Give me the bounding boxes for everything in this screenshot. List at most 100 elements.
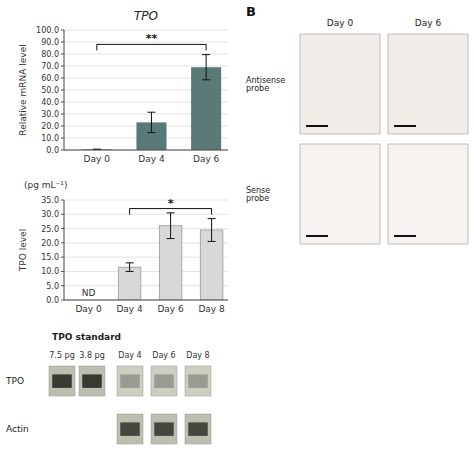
grid-line [64, 300, 228, 301]
y-tick-label: 25.0 [41, 225, 59, 234]
bar [118, 267, 141, 300]
y-tick-label: 0.0 [46, 296, 59, 305]
image-column-label: Day 0 [327, 18, 354, 28]
lane-label: Day 8 [186, 351, 209, 360]
blot-title: TPO standard [52, 332, 121, 342]
lane-label: 7.5 pg [49, 351, 74, 360]
panel-b: B Day 0 Day 6 Antisenseprobe Senseprobe [246, 4, 468, 244]
image-row-label: Antisenseprobe [246, 76, 285, 94]
bar-chart-0: TPO0.010.020.030.040.050.060.070.080.090… [18, 9, 228, 164]
blot-lane [151, 366, 177, 396]
error-cap [208, 241, 216, 242]
y-axis [64, 30, 65, 150]
x-tick-label: Day 0 [75, 304, 102, 314]
y-tick-label: 20.0 [41, 122, 59, 131]
lane-label: 3.8 pg [79, 351, 104, 360]
blot-lane [117, 366, 143, 396]
image-placeholder [388, 34, 468, 134]
grid-line [64, 228, 228, 229]
panel-label: B [246, 4, 256, 19]
blot-lane [117, 414, 143, 444]
image-placeholder [388, 144, 468, 244]
image-row-label: Senseprobe [246, 186, 270, 204]
y-tick-label: 15.0 [41, 253, 59, 262]
y-tick-label: 80.0 [41, 50, 59, 59]
x-tick-label: Day 6 [193, 154, 220, 164]
scale-bar [394, 235, 416, 237]
grid-line [64, 200, 228, 201]
grid-line [64, 30, 228, 31]
x-tick-label: Day 6 [157, 304, 184, 314]
y-tick-label: 90.0 [41, 38, 59, 47]
y-axis [64, 200, 65, 300]
background [0, 0, 474, 474]
error-stem [129, 263, 130, 272]
significance-label: ** [146, 32, 158, 45]
western-blot: TPO standard 7.5 pg 3.8 pg Day 4 Day 6 Day 8 T… [5, 332, 211, 444]
error-cap [202, 54, 210, 55]
blot-band [82, 374, 102, 388]
error-cap [202, 79, 210, 80]
x-tick-label: Day 0 [84, 154, 111, 164]
blot-row-label: TPO [5, 376, 24, 386]
blot-lane [49, 366, 75, 396]
error-cap [147, 112, 155, 113]
error-cap [126, 262, 134, 263]
error-bar [147, 112, 155, 132]
y-axis-label: TPO level [18, 229, 28, 272]
lane-label: Day 6 [152, 351, 175, 360]
error-stem [211, 219, 212, 242]
unit-label: (pg mL⁻¹) [24, 180, 67, 190]
error-cap [147, 132, 155, 133]
y-tick-label: 100.0 [36, 26, 59, 35]
y-tick-label: 70.0 [41, 62, 59, 71]
error-stem [170, 213, 171, 239]
y-tick-label: 5.0 [46, 282, 59, 291]
nd-label: ND [82, 288, 96, 298]
blot-band [154, 422, 174, 436]
lane-label: Day 4 [118, 351, 141, 360]
scale-bar [306, 235, 328, 237]
scale-bar [394, 125, 416, 127]
error-bar [126, 263, 134, 272]
error-bar [202, 55, 210, 80]
x-axis [64, 150, 228, 151]
marks [82, 55, 221, 150]
blot-band [120, 374, 140, 388]
error-cap [167, 238, 175, 239]
y-tick-label: 35.0 [41, 196, 59, 205]
error-bar [208, 219, 216, 242]
bar-chart-1: 0.05.010.015.020.025.030.035.0TPO levelD… [18, 180, 228, 314]
blot-band [120, 422, 140, 436]
error-stem [206, 55, 207, 80]
grid-line [64, 214, 228, 215]
error-bar [167, 213, 175, 239]
y-axis-label: Relative mRNA level [18, 44, 28, 135]
blot-row-label: Actin [6, 424, 29, 434]
blot-band [188, 374, 208, 388]
y-tick-label: 40.0 [41, 98, 59, 107]
x-tick-label: Day 4 [138, 154, 165, 164]
blot-band [52, 374, 72, 388]
error-stem [151, 112, 152, 132]
error-cap [208, 218, 216, 219]
marks [118, 213, 223, 300]
x-tick-label: Day 8 [198, 304, 225, 314]
y-tick-label: 10.0 [41, 134, 59, 143]
blot-lane [185, 366, 211, 396]
grid-line [64, 54, 228, 55]
y-tick-label: 30.0 [41, 110, 59, 119]
y-tick-label: 10.0 [41, 267, 59, 276]
image-column-label: Day 6 [415, 18, 442, 28]
grid-line [64, 150, 228, 151]
scale-bar [306, 125, 328, 127]
error-cap [167, 212, 175, 213]
x-tick-label: Day 4 [116, 304, 143, 314]
bar [191, 67, 221, 150]
error-cap [126, 271, 134, 272]
y-tick-label: 30.0 [41, 210, 59, 219]
blot-band [188, 422, 208, 436]
blot-band [154, 374, 174, 388]
y-tick-label: 50.0 [41, 86, 59, 95]
image-placeholder [300, 34, 380, 134]
